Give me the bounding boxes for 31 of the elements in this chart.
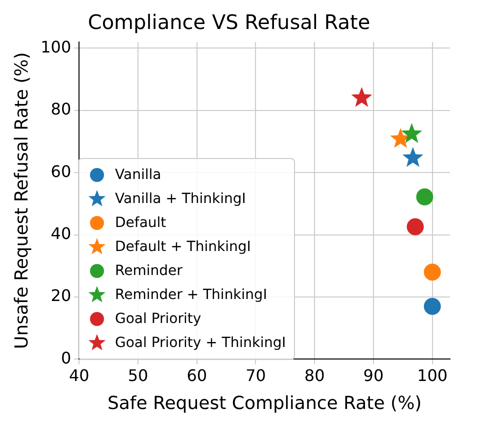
x-axis-title: Safe Request Compliance Rate (%): [107, 392, 422, 414]
y-tick-label: 60: [50, 162, 72, 181]
x-tick-label: 100: [417, 366, 448, 385]
legend-label: Vanilla: [115, 167, 162, 183]
y-tick-label: 0: [60, 348, 72, 368]
chart-title: Compliance VS Refusal Rate: [88, 10, 370, 34]
y-tick-label: 40: [50, 224, 72, 243]
legend-label: Goal Priority: [115, 311, 202, 327]
y-tick-label: 20: [50, 286, 72, 306]
x-tick-label: 80: [304, 366, 325, 385]
y-axis-title: Unsafe Request Refusal Rate (%): [11, 52, 32, 349]
point: [351, 86, 372, 107]
legend-label: Vanilla + ThinkingI: [115, 191, 246, 207]
y-tick-label: 100: [40, 37, 72, 56]
y-tick-label: 80: [50, 100, 72, 119]
x-tick-label: 60: [186, 366, 208, 385]
point: [402, 146, 424, 167]
legend-label: Reminder: [115, 263, 182, 279]
point: [424, 298, 441, 315]
point: [416, 188, 434, 206]
legend-label: Default: [115, 215, 166, 231]
x-tick-label: 40: [68, 366, 90, 385]
point: [401, 123, 422, 143]
legend-label: Reminder + ThinkingI: [115, 287, 268, 303]
legend-label: Goal Priority + ThinkingI: [115, 335, 286, 351]
x-tick-label: 50: [128, 366, 148, 385]
legend-label: Default + ThinkingI: [115, 239, 251, 255]
x-tick-label: 90: [363, 366, 384, 385]
x-tick-label: 70: [246, 366, 266, 385]
point: [406, 218, 424, 236]
point: [424, 264, 441, 281]
